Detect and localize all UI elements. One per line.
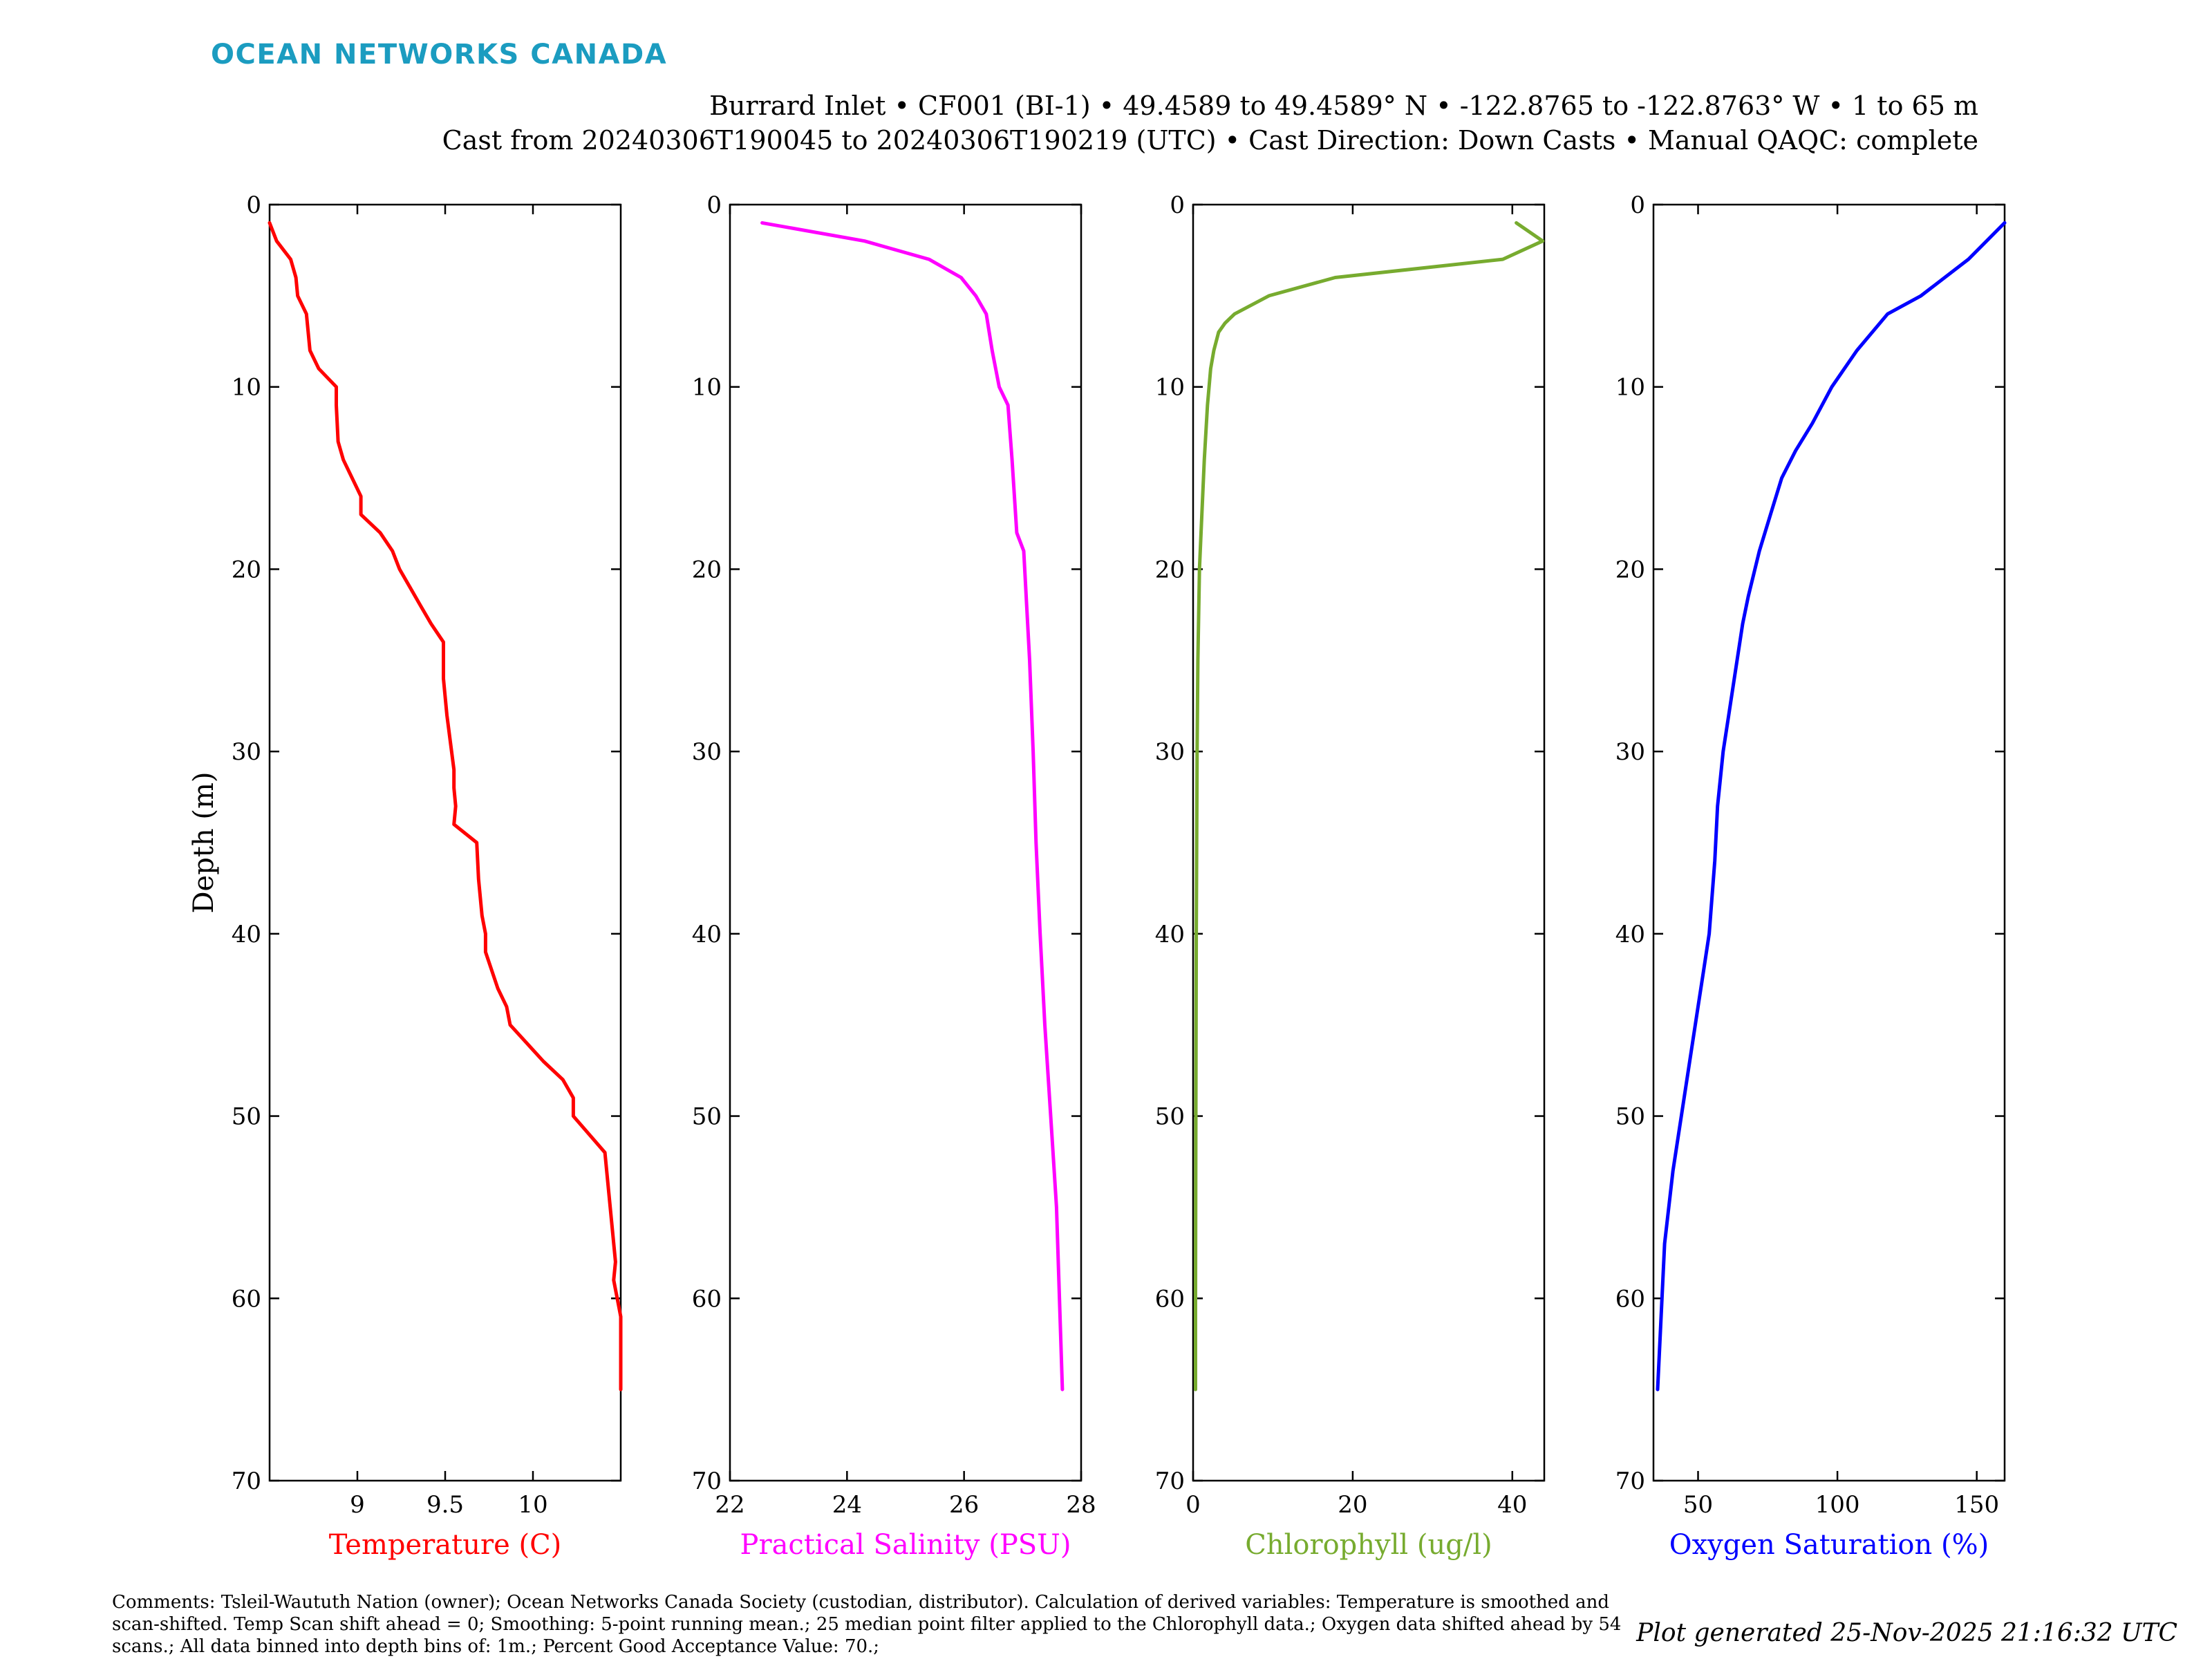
x-tick-label: 0: [1185, 1491, 1201, 1519]
panel-1: 0 10 20 30 40 50 60 70 9 9.5 10 Temperature (C) Dept…: [188, 191, 623, 1561]
y-tick-label: 40: [232, 921, 261, 948]
y-tick-label: 20: [692, 556, 722, 583]
comments-line-1: Comments: Tsleil-Waututh Nation (owner);…: [112, 1592, 1609, 1613]
y-tick-label: 60: [232, 1285, 261, 1313]
y-tick-label: 50: [232, 1103, 261, 1131]
y-tick-label: 10: [1155, 374, 1185, 402]
x-tick-label: 50: [1683, 1491, 1713, 1519]
y-tick-label: 0: [246, 191, 261, 219]
y-tick-label: 40: [1155, 921, 1185, 948]
y-tick-label: 0: [706, 191, 722, 219]
y-tick-label: 70: [1155, 1468, 1185, 1495]
y-tick-label: 30: [692, 738, 722, 766]
y-tick-label: 30: [1615, 738, 1645, 766]
x-tick-label: 100: [1815, 1491, 1860, 1519]
chart-title-line2: Cast from 20240306T190045 to 20240306T19…: [442, 125, 1978, 156]
x-axis-label: Oxygen Saturation (%): [1669, 1529, 1989, 1561]
y-tick-label: 0: [1170, 191, 1185, 219]
y-tick-label: 60: [1615, 1285, 1645, 1313]
y-tick-label: 30: [1155, 738, 1185, 766]
series-line: [1656, 221, 2007, 1391]
x-tick-label: 150: [1954, 1491, 1999, 1519]
comments-line-3: scans.; All data binned into depth bins …: [112, 1636, 879, 1657]
logo-text: OCEAN NETWORKS CANADA: [211, 39, 667, 71]
y-tick-label: 30: [232, 738, 261, 766]
x-tick-label: 20: [1338, 1491, 1367, 1519]
panels-group: 0 10 20 30 40 50 60 70 9 9.5 10 Temperature (C) Dept…: [188, 191, 2007, 1561]
x-tick-label: 26: [949, 1491, 979, 1519]
series-line: [268, 221, 623, 1391]
x-axis-label: Chlorophyll (ug/l): [1245, 1529, 1492, 1561]
y-tick-label: 60: [1155, 1285, 1185, 1313]
y-tick-label: 70: [692, 1468, 722, 1495]
y-tick-label: 0: [1630, 191, 1645, 219]
axes-frame: [729, 203, 1082, 1482]
y-tick-label: 40: [692, 921, 722, 948]
y-tick-label: 20: [232, 556, 261, 583]
y-tick-label: 10: [692, 374, 722, 402]
x-axis-label: Practical Salinity (PSU): [740, 1529, 1071, 1561]
generated-timestamp: Plot generated 25-Nov-2025 21:16:32 UTC: [1635, 1619, 2177, 1647]
y-tick-label: 50: [692, 1103, 722, 1131]
y-tick-label: 70: [1615, 1468, 1645, 1495]
x-tick-label: 28: [1066, 1491, 1096, 1519]
y-tick-label: 20: [1155, 556, 1185, 583]
comments-line-2: scan-shifted. Temp Scan shift ahead = 0;…: [112, 1614, 1621, 1635]
x-tick-label: 24: [832, 1491, 862, 1519]
y-tick-label: 50: [1615, 1103, 1645, 1131]
y-tick-label: 70: [232, 1468, 261, 1495]
axes-frame: [1192, 203, 1546, 1482]
y-tick-label: 10: [1615, 374, 1645, 402]
x-tick-label: 10: [518, 1491, 547, 1519]
y-tick-label: 60: [692, 1285, 722, 1313]
x-tick-label: 40: [1497, 1491, 1527, 1519]
axes-frame: [1652, 203, 2006, 1482]
x-axis-label: Temperature (C): [329, 1529, 562, 1561]
axes-frame: [268, 203, 622, 1482]
x-tick-label: 9: [350, 1491, 365, 1519]
panel-4: 0 10 20 30 40 50 60 70 50 100 150 Oxygen Saturation…: [1615, 191, 2007, 1561]
y-tick-label: 20: [1615, 556, 1645, 583]
x-tick-label: 22: [715, 1491, 744, 1519]
x-tick-label: 9.5: [427, 1491, 464, 1519]
series-line: [1194, 221, 1545, 1391]
y-tick-label: 50: [1155, 1103, 1185, 1131]
chart-title-line1: Burrard Inlet • CF001 (BI-1) • 49.4589 t…: [709, 91, 1978, 121]
y-axis-label: Depth (m): [188, 771, 220, 913]
y-tick-label: 10: [232, 374, 261, 402]
series-line: [760, 221, 1065, 1391]
y-tick-label: 40: [1615, 921, 1645, 948]
